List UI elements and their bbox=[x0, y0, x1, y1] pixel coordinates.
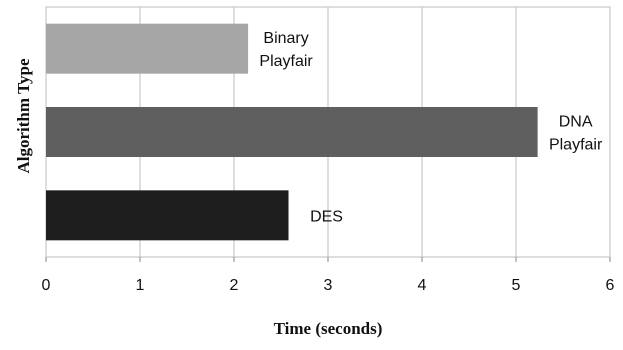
x-tick-label: 2 bbox=[230, 277, 239, 294]
bar-label: Binary bbox=[263, 30, 308, 47]
x-tick-label: 6 bbox=[606, 277, 615, 294]
bar bbox=[46, 23, 249, 74]
x-tick-label: 4 bbox=[418, 277, 427, 294]
bar-label: Playfair bbox=[259, 53, 313, 70]
bar bbox=[46, 190, 289, 241]
x-tick-label: 5 bbox=[512, 277, 521, 294]
bar-label: DES bbox=[310, 208, 343, 225]
bars bbox=[46, 23, 538, 241]
bar bbox=[46, 107, 538, 157]
x-axis-title: Time (seconds) bbox=[274, 319, 383, 338]
bar-labels: Binary Playfair DNA Playfair DES bbox=[259, 30, 603, 225]
bar-label: DNA bbox=[559, 114, 593, 131]
x-tick-label: 0 bbox=[42, 277, 51, 294]
x-tick-label: 3 bbox=[324, 277, 333, 294]
y-axis-title: Algorithm Type bbox=[14, 58, 33, 174]
x-tick-labels: 0 1 2 3 4 5 6 bbox=[42, 277, 615, 294]
bar-label: Playfair bbox=[549, 137, 603, 154]
x-tick-label: 1 bbox=[136, 277, 145, 294]
